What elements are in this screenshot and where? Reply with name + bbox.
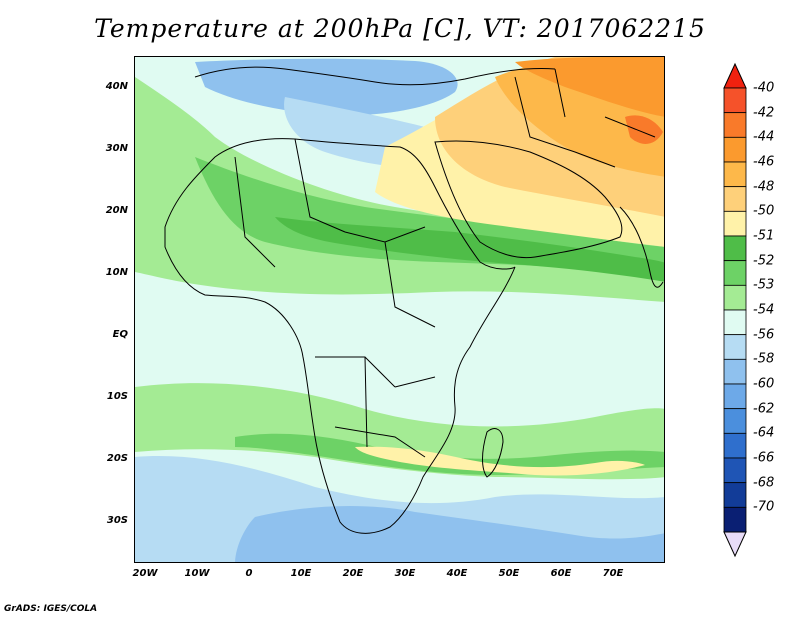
legend-label: -68	[753, 475, 775, 491]
arabia-coast	[434, 140, 623, 259]
legend-swatch	[723, 334, 747, 360]
legend-label: -52	[753, 253, 775, 269]
footer-credit: GrADS: IGES/COLA	[4, 604, 98, 614]
legend-swatch	[723, 210, 747, 237]
border-2	[514, 68, 656, 168]
legend-label: -70	[753, 499, 775, 515]
legend-label: -60	[753, 376, 775, 392]
legend-label: -46	[753, 154, 775, 170]
lon-tick-50e: 50E	[498, 568, 520, 579]
legend-arrow-bottom	[723, 531, 747, 558]
india-coast	[619, 206, 664, 288]
legend-label: -54	[753, 302, 775, 318]
legend-label: -50	[753, 203, 775, 219]
field-warm-orange3	[515, 57, 664, 117]
legend-swatch	[723, 161, 747, 188]
madagascar-coast	[482, 428, 504, 478]
legend-arrow-top	[723, 62, 747, 89]
africa-coast	[164, 138, 516, 534]
legend-swatch	[723, 112, 747, 138]
legend-label: -53	[753, 277, 775, 293]
legend-swatch	[723, 358, 747, 385]
lon-tick-0: 0	[245, 568, 253, 579]
legend-swatch	[723, 309, 747, 336]
legend-swatch	[723, 506, 747, 533]
legend-swatch	[723, 432, 747, 459]
temperature-map	[135, 57, 664, 562]
legend-swatch	[723, 482, 747, 508]
legend-swatch	[723, 383, 747, 410]
lat-tick-20s: 20S	[106, 453, 128, 464]
lat-tick-20n: 20N	[105, 205, 128, 216]
legend-swatch	[723, 186, 747, 212]
lon-tick-30e: 30E	[394, 568, 416, 579]
lat-tick-10s: 10S	[106, 391, 128, 402]
lat-tick-30s: 30S	[106, 515, 128, 526]
coastline-lines	[164, 66, 664, 534]
field-south-darkblue	[235, 506, 664, 562]
legend-label: -58	[753, 351, 775, 367]
legend-label: -51	[753, 228, 775, 244]
legend-swatch	[723, 457, 747, 484]
lon-tick-10e: 10E	[290, 568, 312, 579]
lon-tick-40e: 40E	[446, 568, 468, 579]
legend-swatch	[723, 87, 747, 114]
field-south-green2	[235, 433, 664, 475]
lat-tick-10n: 10N	[105, 267, 128, 278]
legend-label: -44	[753, 129, 775, 145]
legend-swatch	[723, 284, 747, 311]
legend-swatch	[723, 235, 747, 262]
legend-label: -62	[753, 401, 775, 417]
legend-swatch	[723, 136, 747, 163]
legend-label: -48	[753, 179, 775, 195]
lon-tick-20w: 20W	[132, 568, 158, 579]
lon-tick-70e: 70E	[602, 568, 624, 579]
legend-bar	[723, 62, 747, 558]
lat-tick-eq: EQ	[112, 329, 128, 340]
field-north-darkgreen	[275, 217, 664, 282]
legend-label: -66	[753, 450, 775, 466]
border-1	[234, 138, 436, 458]
legend-swatch	[723, 408, 747, 434]
lon-tick-60e: 60E	[550, 568, 572, 579]
color-legend: -40 -42 -44 -46 -48 -50 -51 -52 -53 -54 -56 -58 -60 -…	[720, 60, 800, 560]
map-panel	[134, 56, 665, 563]
lon-tick-20e: 20E	[342, 568, 364, 579]
lat-tick-40n: 40N	[105, 81, 128, 92]
europe-coast	[194, 66, 556, 86]
legend-label: -64	[753, 425, 775, 441]
legend-label: -56	[753, 327, 775, 343]
lon-tick-10w: 10W	[184, 568, 210, 579]
field-south-yellow	[355, 446, 645, 476]
legend-label: -40	[753, 80, 775, 96]
field-med-blue	[195, 58, 458, 116]
field-south-green	[135, 383, 664, 480]
chart-title: Temperature at 200hPa [C], VT: 201706221…	[94, 14, 706, 43]
lat-tick-30n: 30N	[105, 143, 128, 154]
legend-label: -42	[753, 105, 775, 121]
legend-swatch	[723, 260, 747, 286]
